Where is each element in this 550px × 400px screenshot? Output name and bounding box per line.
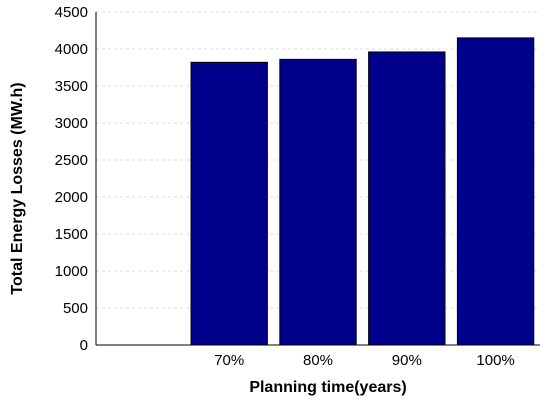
y-tick-label: 1000: [55, 263, 88, 280]
bar-80pct: [279, 58, 357, 346]
y-axis-title: Total Energy Losses (MW.h): [9, 82, 26, 294]
y-tick-label: 2500: [55, 152, 88, 169]
bars: [190, 37, 535, 346]
bar-100pct: [456, 37, 535, 346]
x-tick-labels: 70% 80% 90% 100%: [214, 352, 515, 369]
x-tick-label: 80%: [303, 352, 333, 369]
x-tick-label: 90%: [392, 352, 422, 369]
bar-90pct: [368, 51, 446, 346]
y-tick-label: 4500: [55, 4, 88, 21]
y-tick-label: 3500: [55, 78, 88, 95]
bar-70pct: [190, 61, 268, 346]
x-tick-label: 70%: [214, 352, 244, 369]
y-tick-label: 500: [63, 300, 88, 317]
x-axis-title: Planning time(years): [249, 379, 406, 396]
y-tick-labels: 0 500 1000 1500 2000 2500 3000 3500 4000 4500: [55, 4, 88, 354]
y-tick-label: 4000: [55, 41, 88, 58]
axes: [95, 12, 540, 346]
y-tick-label: 3000: [55, 115, 88, 132]
y-tick-label: 1500: [55, 226, 88, 243]
y-tick-label: 0: [80, 337, 88, 354]
y-tick-label: 2000: [55, 189, 88, 206]
x-tick-label: 100%: [476, 352, 514, 369]
